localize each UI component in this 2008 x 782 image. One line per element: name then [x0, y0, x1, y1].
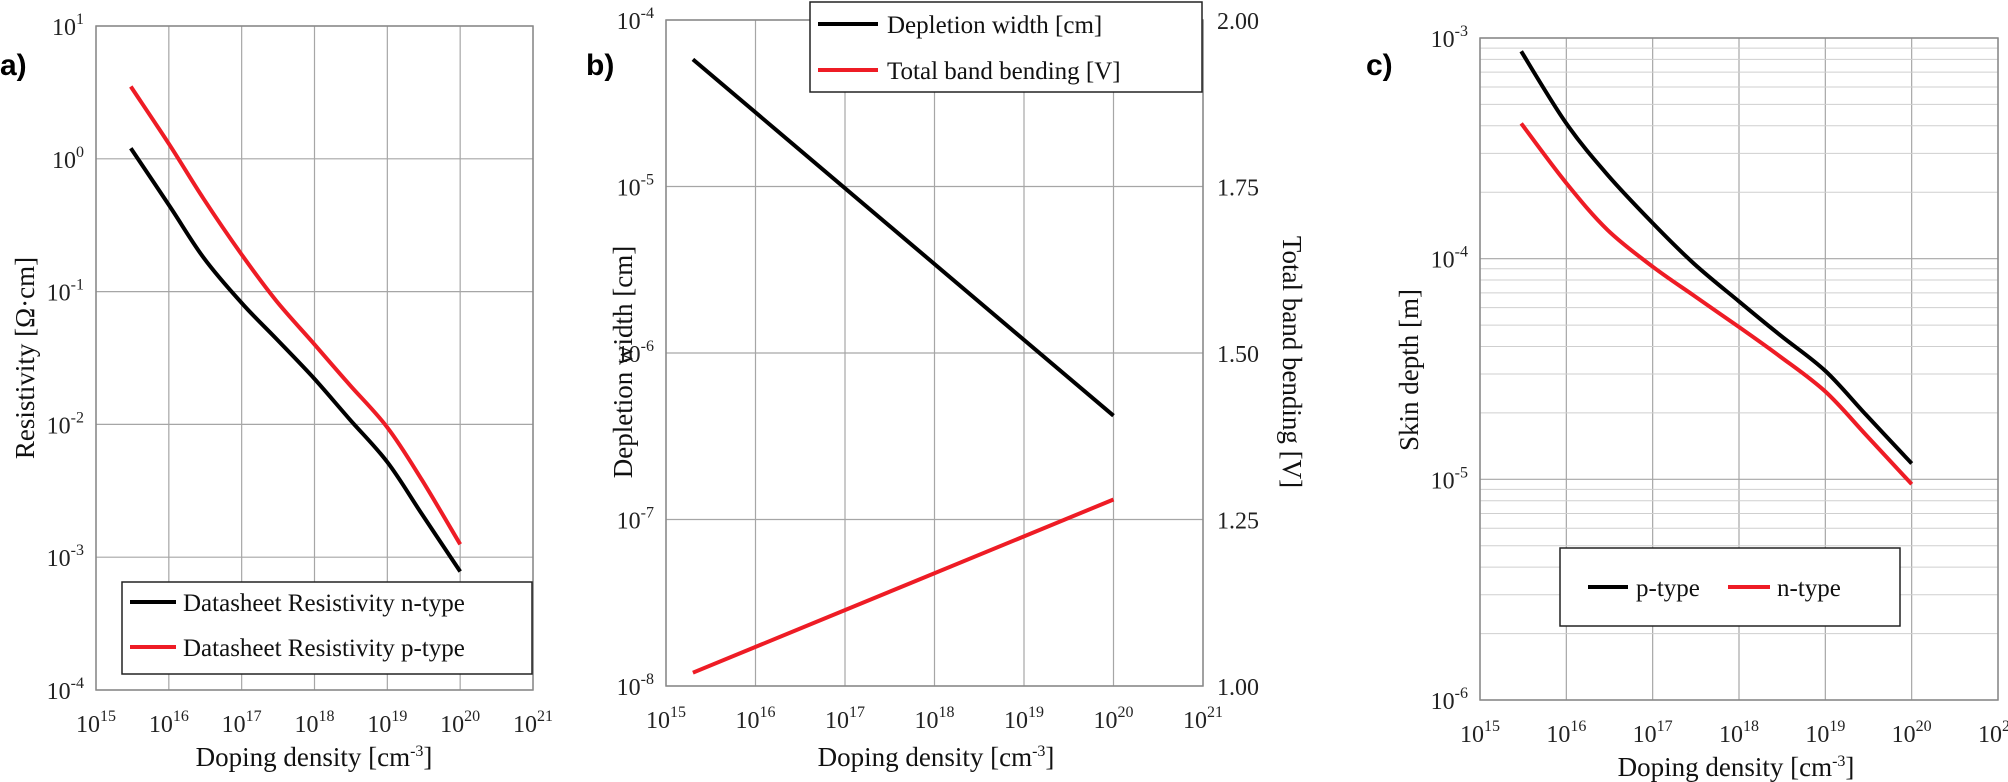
c-x-tick-label: 1017 [1633, 718, 1673, 748]
panel-c-label: c) [1366, 49, 1393, 82]
b-x-tick-label: 1019 [1004, 704, 1044, 734]
panel-c-legend-label-n-type: n-type [1777, 575, 1841, 602]
c-y-tick-label: 10-4 [1431, 244, 1468, 274]
panel-a: a) 1015 1016 1017 1018 1019 1020 1021 10110010… [0, 11, 553, 772]
panel-b-y-axis-label: Depletion width [cm] [608, 246, 638, 478]
panel-b-label: b) [586, 49, 614, 82]
panel-a-y-axis-label: Resistivity [Ω·cm] [10, 257, 40, 459]
panel-b-x-ticks: 1015 1016 1017 1018 1019 1020 1021 [646, 704, 1223, 734]
b-y2-tick-label: 1.75 [1217, 176, 1259, 202]
b-x-tick-label: 1015 [646, 704, 686, 734]
b-x-tick-label: 1016 [736, 704, 776, 734]
c-x-tick-label: 1020 [1892, 718, 1932, 748]
panel-a-x-axis-label: Doping density [cm-3] [196, 742, 433, 772]
a-x-tick-label: 1015 [76, 708, 116, 738]
panel-a-legend: Datasheet Resistivity n-type Datasheet R… [121, 581, 533, 675]
b-y2-tick-label: 1.50 [1217, 342, 1259, 368]
a-x-tick-label: 1016 [149, 708, 189, 738]
c-y-tick-label: 10-6 [1431, 685, 1468, 715]
panel-b-y-ticks: 10-4 10-5 10-6 10-7 10-8 [617, 5, 654, 701]
c-series-line-0 [1519, 50, 1914, 465]
panel-b-legend: Depletion width [cm] Total band bending … [809, 1, 1203, 93]
panel-a-plot-frame [95, 25, 534, 691]
c-x-tick-label: 1019 [1805, 718, 1845, 748]
b-y2-tick-label: 1.25 [1217, 509, 1259, 535]
a-y-tick-label: 101 [52, 11, 84, 41]
c-x-tick-label: 1021 [1978, 718, 2008, 748]
b-y-tick-label: 10-7 [617, 505, 654, 535]
panel-c-y-ticks: 10-3 10-4 10-5 10-6 [1431, 23, 1468, 715]
b-y-tick-label: 10-6 [617, 338, 654, 368]
panel-a-legend-label-n-type: Datasheet Resistivity n-type [183, 590, 465, 617]
b-y-tick-label: 10-5 [617, 172, 654, 202]
panel-a-x-ticks: 1015 1016 1017 1018 1019 1020 1021 [76, 708, 553, 738]
panel-b-y2-ticks: 2.00 1.75 1.50 1.25 1.00 [1217, 9, 1259, 701]
a-x-tick-label: 1021 [513, 708, 553, 738]
a-x-tick-label: 1019 [367, 708, 407, 738]
a-series-line-1 [129, 85, 462, 546]
c-series-line-1 [1519, 122, 1914, 486]
panel-c-legend-label-p-type: p-type [1636, 575, 1700, 602]
b-y-tick-label: 10-4 [617, 5, 654, 35]
panel-b-legend-box [809, 1, 1203, 93]
a-x-tick-label: 1017 [222, 708, 262, 738]
a-y-tick-label: 10-4 [47, 675, 84, 705]
b-series-line-1 [692, 497, 1115, 675]
c-y-tick-label: 10-5 [1431, 464, 1468, 494]
a-series-line-0 [129, 147, 462, 573]
panel-a-legend-label-p-type: Datasheet Resistivity p-type [183, 635, 465, 662]
c-y-tick-label: 10-3 [1431, 23, 1468, 53]
a-y-tick-label: 100 [52, 144, 84, 174]
a-x-tick-label: 1018 [295, 708, 335, 738]
panel-c: c) 1015 1016 1017 1018 1019 1020 1021 10-3 10-4… [1366, 23, 2008, 782]
c-x-tick-label: 1016 [1546, 718, 1586, 748]
panel-b-legend-label-depletion: Depletion width [cm] [887, 12, 1102, 39]
a-y-tick-label: 10-2 [47, 409, 84, 439]
panel-b-legend-label-band-bending: Total band bending [V] [887, 58, 1121, 85]
b-x-tick-label: 1020 [1094, 704, 1134, 734]
b-x-tick-label: 1021 [1183, 704, 1223, 734]
panel-b-grid [665, 19, 1204, 687]
a-y-tick-label: 10-3 [47, 542, 84, 572]
panel-b-x-axis-label: Doping density [cm-3] [818, 742, 1055, 772]
panel-b-y2-axis-label: Total band bending [V] [1277, 236, 1307, 488]
panel-a-y-ticks: 101 100 10-1 10-2 10-3 10-4 [47, 11, 84, 705]
b-y-tick-label: 10-8 [617, 671, 654, 701]
b-x-tick-label: 1018 [915, 704, 955, 734]
panel-a-label: a) [0, 49, 27, 82]
c-x-tick-label: 1015 [1460, 718, 1500, 748]
b-y2-tick-label: 2.00 [1217, 9, 1259, 35]
panel-a-legend-box [121, 581, 533, 675]
panel-b: b) 1015 1016 1017 1018 1019 1020 1021 10-4 10-5… [586, 1, 1307, 772]
a-y-tick-label: 10-1 [47, 277, 84, 307]
b-x-tick-label: 1017 [825, 704, 865, 734]
b-series-line-0 [691, 57, 1115, 418]
panel-c-plot-frame [1479, 37, 1999, 701]
panel-a-series [129, 85, 462, 573]
a-x-tick-label: 1020 [440, 708, 480, 738]
panel-b-series [691, 57, 1115, 675]
panel-c-legend: p-type n-type [1559, 547, 1901, 627]
panel-c-series [1519, 50, 1914, 486]
c-x-tick-label: 1018 [1719, 718, 1759, 748]
panel-c-y-axis-label: Skin depth [m] [1394, 289, 1424, 451]
panel-c-x-ticks: 1015 1016 1017 1018 1019 1020 1021 [1460, 718, 2008, 748]
panel-c-x-axis-label: Doping density [cm-3] [1618, 752, 1855, 782]
b-y2-tick-label: 1.00 [1217, 675, 1259, 701]
